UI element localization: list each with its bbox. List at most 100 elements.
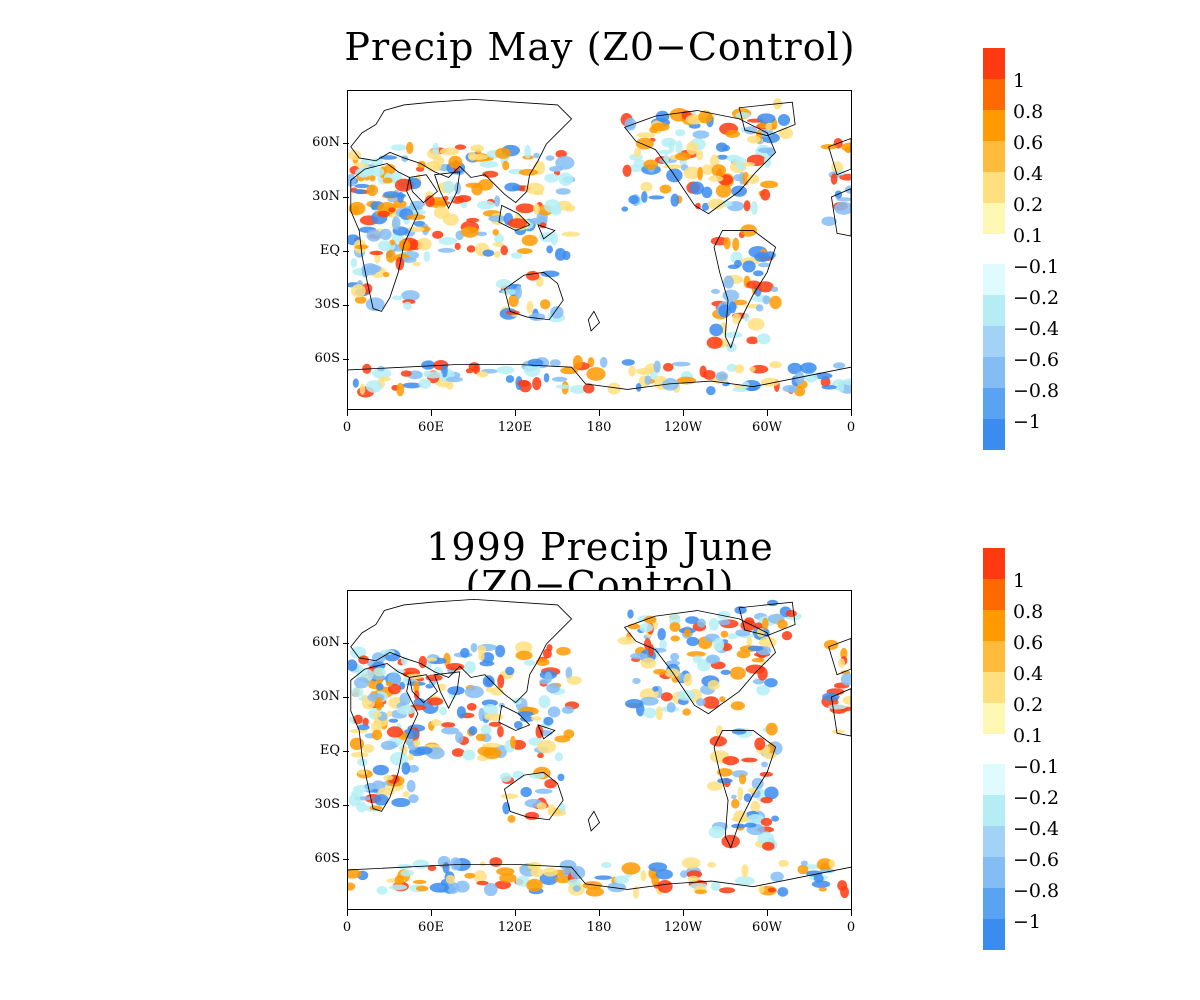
anomaly-patch (413, 220, 426, 227)
map-frame (347, 590, 852, 910)
anomaly-patch (735, 157, 747, 171)
anomaly-patch (366, 184, 379, 197)
colorbar-swatch (983, 264, 1005, 296)
anomaly-patch (751, 777, 764, 790)
anomaly-patch (828, 859, 836, 869)
anomaly-patch (358, 655, 370, 665)
lon-tick (599, 410, 600, 416)
colorbar-swatch (983, 233, 1005, 265)
anomaly-patch (391, 797, 411, 808)
anomaly-patch (655, 110, 670, 122)
colorbar-swatch (983, 733, 1005, 765)
anomaly-patch (388, 207, 396, 213)
anomaly-patch (732, 237, 740, 251)
anomaly-patch (550, 232, 559, 246)
anomaly-patch (757, 666, 768, 681)
anomaly-patch (482, 747, 502, 760)
anomaly-patch (692, 655, 703, 664)
anomaly-patch (510, 252, 523, 259)
anomaly-patch (728, 301, 737, 314)
lon-tick (431, 410, 432, 416)
anomaly-patch (675, 129, 686, 137)
colorbar-swatch (983, 888, 1005, 920)
anomaly-patch (821, 216, 837, 227)
anomaly-patch (544, 671, 553, 684)
anomaly-patch (692, 130, 710, 139)
lat-label: 30N (312, 689, 340, 704)
anomaly-patch (549, 359, 561, 367)
lat-tick (343, 305, 349, 306)
lon-label: 60W (752, 920, 782, 935)
anomaly-patch (445, 662, 465, 671)
anomaly-patch (468, 362, 480, 371)
anomaly-patch (818, 887, 827, 892)
anomaly-patch (557, 773, 565, 782)
anomaly-patch (524, 144, 532, 159)
anomaly-patch (832, 362, 846, 369)
panel-title: Precip May (Z0−Control) (344, 25, 856, 69)
anomaly-patch (448, 155, 463, 169)
anomaly-patch (719, 696, 726, 703)
anomaly-patch (559, 803, 566, 813)
lat-label: EQ (319, 743, 340, 758)
anomaly-patch (526, 878, 543, 892)
anomaly-patch (538, 695, 551, 709)
anomaly-patch (732, 387, 750, 393)
lon-tick (599, 910, 600, 916)
colorbar-swatch (983, 171, 1005, 204)
anomaly-patch (682, 708, 692, 716)
anomaly-patch (540, 270, 560, 278)
anomaly-patch (539, 232, 555, 243)
anomaly-patch (760, 180, 779, 189)
anomaly-patch (750, 201, 758, 215)
anomaly-patch (547, 706, 561, 718)
anomaly-patch (770, 871, 784, 882)
anomaly-patch (396, 382, 405, 397)
colorbar-label: −0.6 (1013, 349, 1060, 371)
colorbar-label: −0.8 (1013, 380, 1060, 402)
anomaly-patch (689, 181, 705, 195)
anomaly-patch (400, 869, 415, 877)
anomaly-patch (840, 886, 850, 899)
anomaly-patch (683, 166, 702, 180)
anomaly-patch (412, 879, 427, 885)
anomaly-patch (652, 686, 659, 692)
anomaly-patch (484, 713, 504, 721)
anomaly-patch (369, 250, 384, 256)
anomaly-patch (502, 160, 510, 171)
anomaly-patch (372, 764, 389, 776)
anomaly-patch (555, 155, 575, 170)
anomaly-patch (660, 692, 673, 702)
anomaly-patch (725, 130, 741, 138)
anomaly-patch (476, 200, 495, 210)
colorbar-label: −1 (1013, 911, 1042, 933)
anomaly-patch (464, 661, 476, 674)
anomaly-patch (389, 884, 408, 891)
colorbar-label: 0.4 (1013, 163, 1044, 185)
anomaly-patch (494, 195, 501, 207)
colorbar-swatch (983, 388, 1005, 420)
anomaly-patch (546, 245, 553, 254)
anomaly-patch (542, 867, 558, 877)
anomaly-patch (757, 281, 774, 293)
lat-label: 30S (314, 297, 340, 312)
lon-label: 0 (846, 420, 856, 435)
anomaly-patch (839, 173, 851, 181)
anomaly-patch (396, 705, 416, 715)
anomaly-patch (424, 195, 435, 208)
anomaly-patch (721, 643, 733, 652)
anomaly-patch (456, 706, 467, 719)
anomaly-patch (543, 373, 550, 383)
colorbar-label: −0.1 (1013, 756, 1060, 778)
lat-label: 60S (314, 851, 340, 866)
anomaly-patch (380, 649, 395, 655)
anomaly-patch (462, 749, 476, 761)
colorbar (983, 548, 1005, 951)
anomaly-patch (376, 885, 388, 895)
anomaly-patch (351, 789, 364, 798)
anomaly-patch (787, 362, 803, 375)
anomaly-patch (350, 646, 367, 659)
anomaly-patch (393, 199, 407, 209)
anomaly-patch (653, 668, 667, 675)
anomaly-patch (372, 711, 382, 718)
